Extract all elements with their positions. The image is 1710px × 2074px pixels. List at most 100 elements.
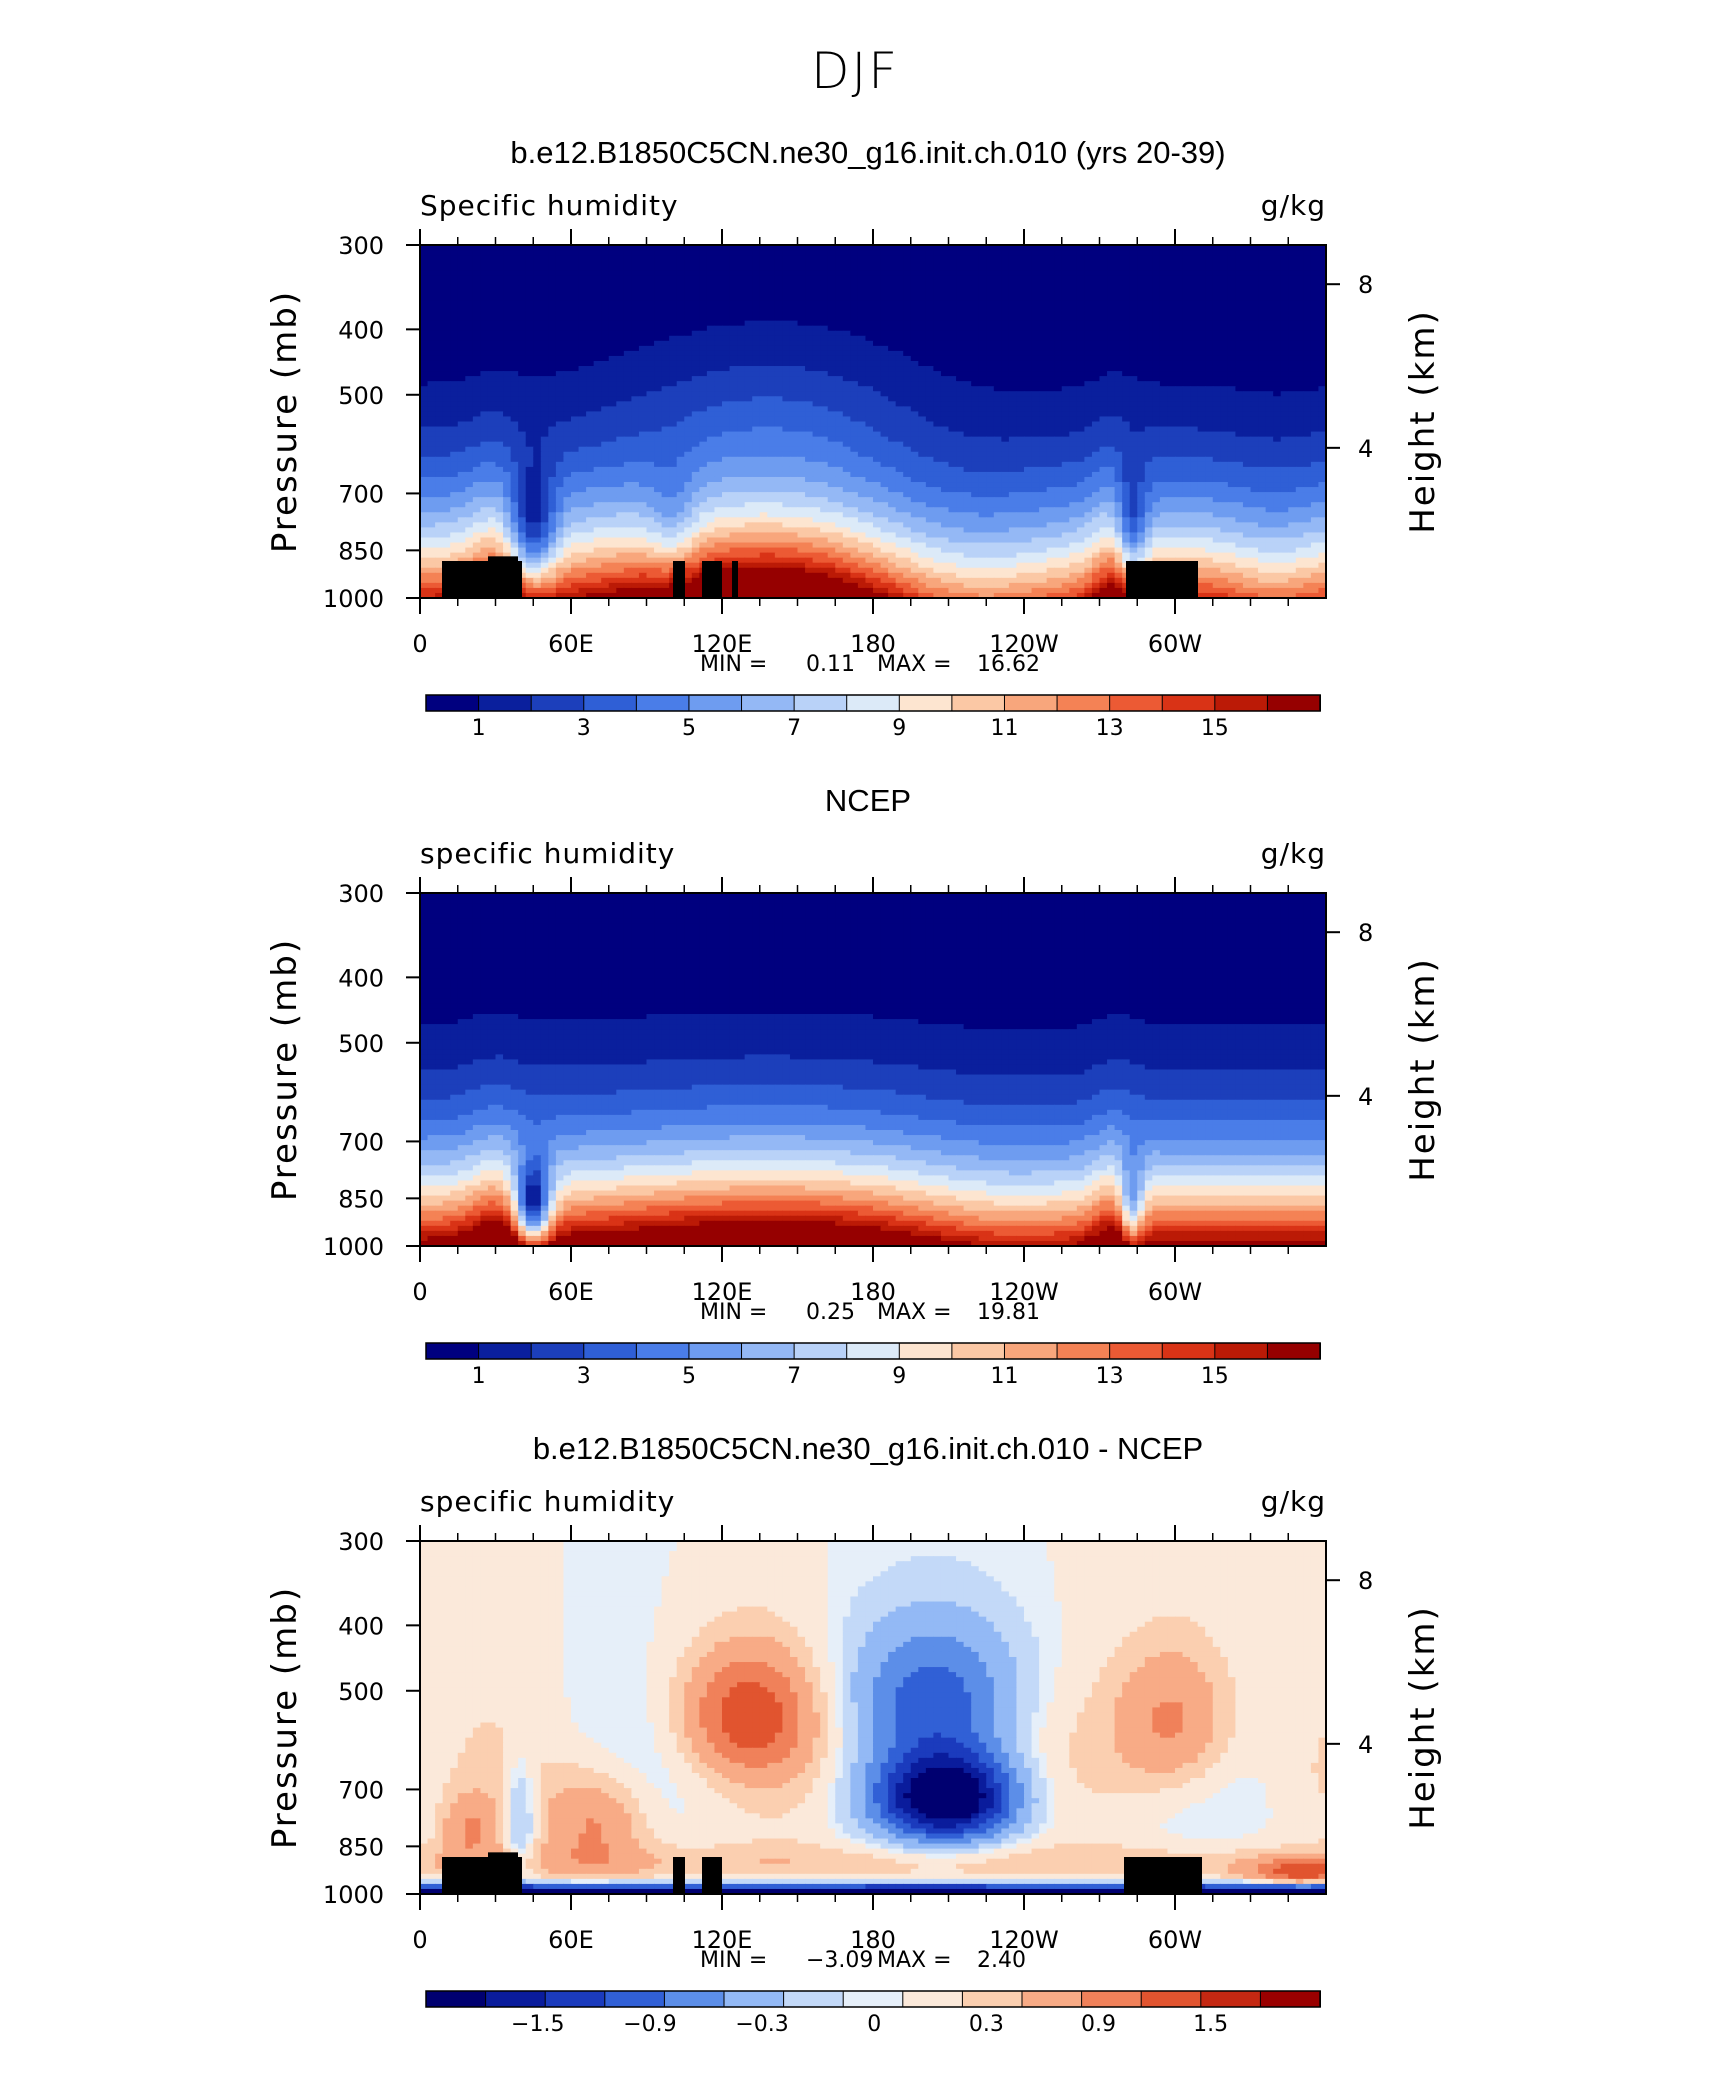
- contour-cell: [730, 275, 738, 281]
- contour-cell: [435, 361, 443, 367]
- contour-cell: [1062, 411, 1070, 417]
- contour-cell: [775, 391, 783, 397]
- contour-cell: [1160, 411, 1168, 417]
- contour-cell: [654, 331, 662, 337]
- contour-cell: [1115, 406, 1123, 412]
- contour-cell: [896, 336, 904, 342]
- contour-cell: [435, 356, 443, 362]
- contour-cell: [835, 290, 843, 296]
- contour-cell: [949, 250, 957, 256]
- contour-cell: [865, 336, 873, 342]
- contour-cell: [760, 356, 768, 362]
- contour-cell: [556, 401, 564, 407]
- contour-cell: [480, 255, 488, 261]
- contour-cell: [979, 275, 987, 281]
- contour-cell: [888, 295, 896, 301]
- contour-cell: [503, 346, 511, 352]
- contour-cell: [571, 376, 579, 382]
- contour-cell: [616, 411, 624, 417]
- contour-cell: [1024, 376, 1032, 382]
- contour-cell: [767, 336, 775, 342]
- contour-cell: [563, 406, 571, 412]
- contour-cell: [548, 432, 556, 438]
- contour-cell: [1100, 255, 1108, 261]
- contour-cell: [873, 371, 881, 377]
- contour-cell: [586, 432, 594, 438]
- contour-cell: [669, 452, 677, 458]
- contour-cell: [556, 391, 564, 397]
- contour-cell: [511, 447, 519, 453]
- contour-cell: [1122, 321, 1130, 327]
- contour-cell: [541, 411, 549, 417]
- contour-cell: [835, 427, 843, 433]
- contour-cell: [1001, 346, 1009, 352]
- contour-cell: [458, 381, 466, 387]
- contour-cell: [1213, 427, 1221, 433]
- contour-cell: [790, 255, 798, 261]
- contour-cell: [858, 260, 866, 266]
- contour-cell: [1281, 437, 1289, 443]
- contour-cell: [488, 331, 496, 337]
- contour-cell: [835, 437, 843, 443]
- contour-cell: [1084, 280, 1092, 286]
- contour-cell: [488, 336, 496, 342]
- contour-cell: [752, 356, 760, 362]
- contour-cell: [1288, 290, 1296, 296]
- contour-cell: [594, 442, 602, 448]
- contour-cell: [533, 371, 541, 377]
- contour-cell: [1069, 326, 1077, 332]
- contour-cell: [1122, 406, 1130, 412]
- contour-cell: [767, 432, 775, 438]
- contour-cell: [1130, 366, 1138, 372]
- contour-cell: [805, 346, 813, 352]
- contour-cell: [730, 447, 738, 453]
- contour-cell: [1288, 361, 1296, 367]
- contour-cell: [443, 401, 451, 407]
- contour-cell: [722, 265, 730, 271]
- contour-cell: [601, 336, 609, 342]
- contour-cell: [480, 275, 488, 281]
- contour-cell: [722, 331, 730, 337]
- contour-cell: [518, 336, 526, 342]
- contour-cell: [647, 351, 655, 357]
- contour-cell: [1009, 311, 1017, 317]
- contour-cell: [805, 300, 813, 306]
- contour-cell: [926, 290, 934, 296]
- contour-cell: [752, 351, 760, 357]
- contour-cell: [563, 306, 571, 312]
- contour-cell: [662, 285, 670, 291]
- contour-cell: [511, 427, 519, 433]
- contour-cell: [1152, 300, 1160, 306]
- contour-cell: [1311, 341, 1319, 347]
- contour-cell: [986, 316, 994, 322]
- contour-cell: [805, 396, 813, 402]
- contour-cell: [1122, 270, 1130, 276]
- contour-cell: [496, 361, 504, 367]
- contour-cell: [1160, 401, 1168, 407]
- contour-cell: [631, 285, 639, 291]
- contour-cell: [692, 306, 700, 312]
- contour-cell: [722, 391, 730, 397]
- contour-cell: [579, 356, 587, 362]
- contour-cell: [420, 401, 428, 407]
- contour-cell: [647, 250, 655, 256]
- contour-cell: [1175, 422, 1183, 428]
- contour-cell: [639, 396, 647, 402]
- contour-cell: [1273, 275, 1281, 281]
- contour-cell: [1047, 366, 1055, 372]
- contour-cell: [511, 311, 519, 317]
- contour-cell: [1145, 311, 1153, 317]
- contour-cell: [647, 427, 655, 433]
- contour-cell: [1145, 346, 1153, 352]
- contour-cell: [1190, 376, 1198, 382]
- contour-cell: [881, 411, 889, 417]
- contour-cell: [745, 306, 753, 312]
- contour-cell: [1205, 401, 1213, 407]
- contour-cell: [1190, 442, 1198, 448]
- contour-cell: [662, 270, 670, 276]
- contour-cell: [1167, 280, 1175, 286]
- contour-cell: [926, 285, 934, 291]
- contour-cell: [616, 280, 624, 286]
- contour-cell: [1311, 290, 1319, 296]
- contour-cell: [1243, 275, 1251, 281]
